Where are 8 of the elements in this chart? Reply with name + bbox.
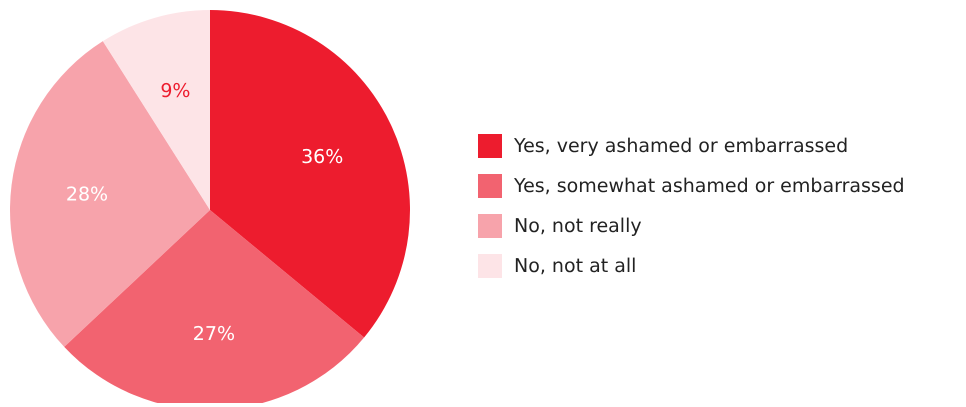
legend-label: No, not really — [514, 214, 642, 236]
data-label: 28% — [66, 183, 108, 206]
data-label: 27% — [192, 322, 236, 345]
legend-label: No, not at all — [514, 254, 636, 276]
data-label: 9% — [160, 80, 190, 102]
legend-label: Yes, somewhat ashamed or embarrassed — [514, 174, 905, 196]
data-label: 36% — [301, 146, 344, 168]
legend-label: Yes, very ashamed or embarrassed — [514, 134, 848, 156]
